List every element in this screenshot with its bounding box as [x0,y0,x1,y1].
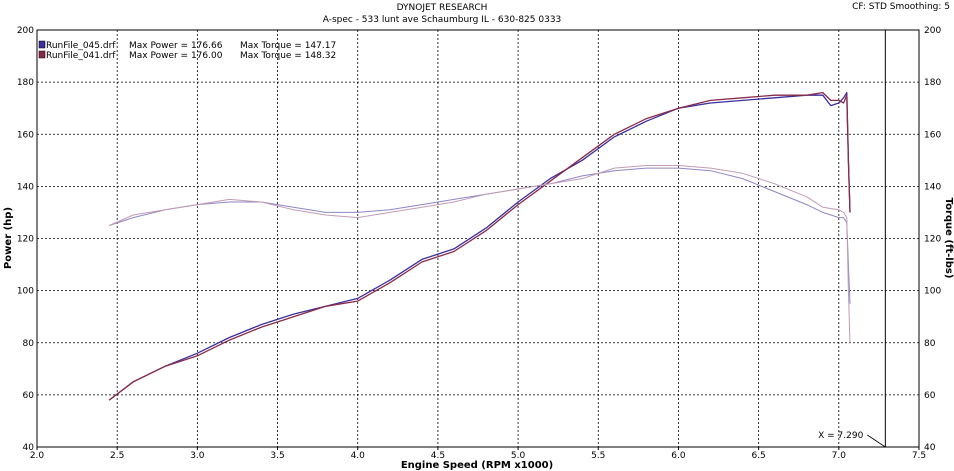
cursor[interactable]: X = 7.290 [818,30,886,448]
legend-swatch-1 [38,40,46,49]
x-tick-label: 6.5 [751,451,765,461]
legend-power-1: Max Power = 176.66 [129,41,223,51]
y2-tick-label: 200 [924,26,941,36]
x-tick-label: 6.0 [671,451,686,461]
y2-tick-label: 160 [924,130,941,140]
legend-torque-1: Max Torque = 147.17 [240,41,336,51]
x-axis-label: Engine Speed (RPM x1000) [401,460,553,471]
y2-tick-label: 80 [924,339,936,349]
y2-tick-label: 140 [924,182,941,192]
legend-swatch-2 [38,50,46,59]
x-tick-label: 7.0 [832,451,847,461]
y-tick-label: 200 [17,26,34,36]
y-tick-label: 60 [23,391,35,401]
y2-tick-label: 60 [924,391,936,401]
x-tick-label: 3.0 [190,451,205,461]
y2-tick-label: 100 [924,287,941,297]
settings-readout: CF: STD Smoothing: 5 [852,2,950,12]
grid [37,30,919,447]
x-tick-label: 2.0 [30,451,45,461]
y-tick-label: 40 [23,443,35,453]
chart-title: DYNOJET RESEARCH [397,3,488,13]
chart-subtitle: A-spec - 533 lunt ave Schaumburg IL - 63… [323,15,562,25]
x-tick-label: 7.5 [912,451,926,461]
y2-tick-label: 40 [924,443,936,453]
legend-power-2: Max Power = 176.00 [129,51,223,61]
series-lines [108,91,851,401]
series-line-power-2 [108,91,851,401]
x-tick-label: 4.0 [351,451,366,461]
y2-tick-label: 180 [924,78,941,88]
x-tick-label: 4.5 [431,451,445,461]
y-tick-label: 180 [17,78,34,88]
y2-tick-label: 120 [924,235,941,245]
axis-ticks: 2.0 2.5 3.0 3.5 4.0 4.5 5.0 5.5 6.0 6.5 7.0 7.540 40… [17,26,942,461]
legend-file-2: RunFile_041.drf [46,51,116,61]
x-tick-label: 3.5 [270,451,284,461]
y-tick-label: 120 [17,235,34,245]
y-tick-label: 160 [17,130,34,140]
y-tick-label: 100 [17,287,34,297]
series-line-torque-2 [108,165,851,343]
x-tick-label: 5.5 [591,451,605,461]
y-tick-label: 80 [23,339,35,349]
y2-axis-label: Torque (ft-lbs) [943,198,954,279]
legend-torque-2: Max Torque = 148.32 [240,51,336,61]
legend: RunFile_045.drf Max Power = 176.66 Max T… [38,40,336,61]
cursor-readout: X = 7.290 [818,431,863,441]
y-tick-label: 140 [17,182,34,192]
legend-file-1: RunFile_045.drf [46,41,116,51]
x-tick-label: 5.0 [511,451,526,461]
cursor-pointer [867,434,886,448]
y-axis-label: Power (hp) [3,207,14,269]
x-tick-label: 2.5 [110,451,124,461]
